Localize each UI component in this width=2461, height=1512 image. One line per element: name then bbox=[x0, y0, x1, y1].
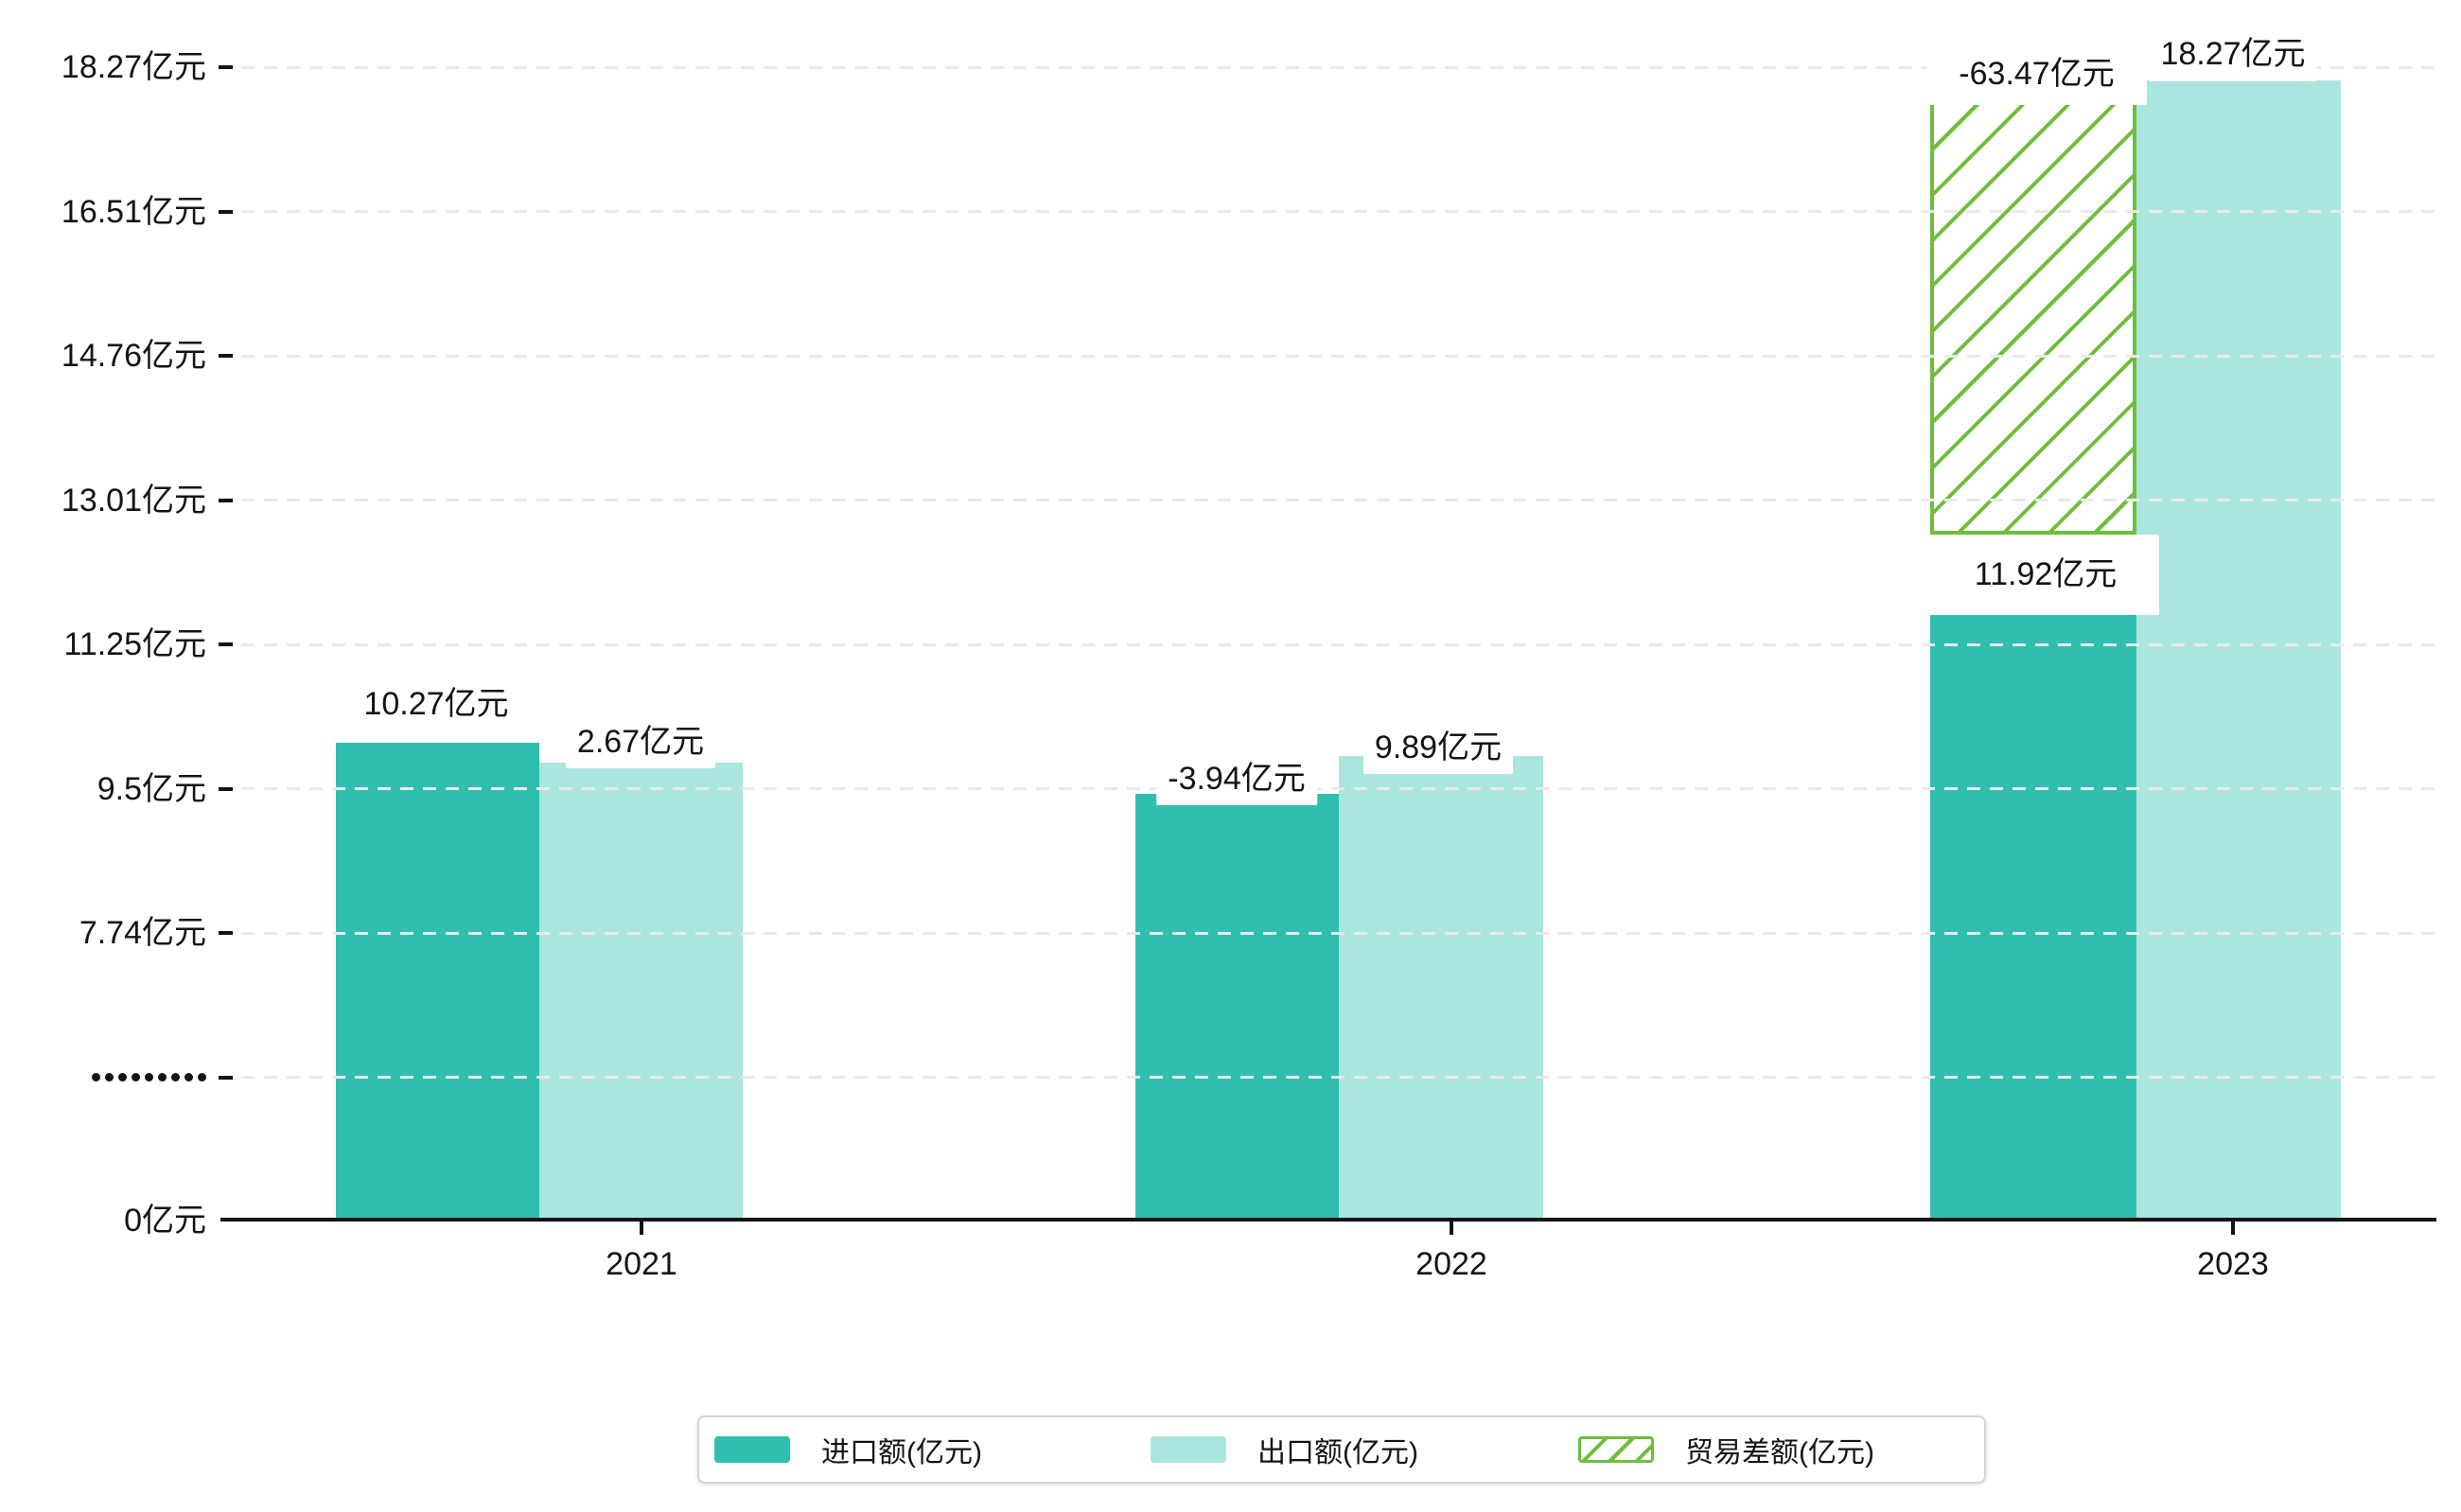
bar-balance[interactable] bbox=[1930, 105, 2136, 535]
gridline bbox=[241, 65, 2436, 69]
axis-break-dot bbox=[198, 1073, 206, 1081]
gridline bbox=[241, 210, 2436, 213]
bar-export[interactable] bbox=[2136, 80, 2341, 1222]
axis-break-dot bbox=[158, 1073, 167, 1081]
y-axis-tick bbox=[219, 498, 233, 502]
bar-export[interactable] bbox=[539, 763, 743, 1222]
balance-hatched-swatch-icon bbox=[1578, 1436, 1654, 1463]
value-label: 11.92亿元 bbox=[1932, 535, 2159, 615]
legend-item-import[interactable]: 进口额(亿元) bbox=[714, 1417, 982, 1482]
axis-break-dot bbox=[171, 1073, 180, 1081]
axis-break-dot bbox=[132, 1073, 140, 1081]
value-label: -3.94亿元 bbox=[1156, 752, 1317, 805]
gridline bbox=[241, 642, 2436, 646]
gridline bbox=[241, 787, 2436, 790]
gridline bbox=[241, 354, 2436, 358]
gridline bbox=[241, 499, 2436, 501]
y-axis-tick bbox=[219, 65, 233, 69]
bar-import[interactable] bbox=[1930, 615, 2136, 1222]
value-label: 9.89亿元 bbox=[1362, 721, 1514, 774]
y-axis-tick bbox=[219, 642, 233, 646]
axis-break-dots bbox=[0, 1057, 206, 1099]
value-label: 2.67亿元 bbox=[565, 715, 716, 768]
y-axis-label: 13.01亿元 bbox=[61, 482, 206, 519]
legend-item-balance[interactable]: 贸易差额(亿元) bbox=[1578, 1417, 1874, 1482]
x-axis-tick bbox=[640, 1222, 643, 1235]
bar-export[interactable] bbox=[1339, 756, 1543, 1222]
y-axis-label: 9.5亿元 bbox=[97, 770, 206, 807]
y-axis-label: 7.74亿元 bbox=[79, 915, 206, 951]
axis-break-dot bbox=[105, 1073, 114, 1081]
y-axis-tick bbox=[219, 931, 233, 935]
y-axis-tick bbox=[219, 209, 233, 214]
gridline bbox=[241, 931, 2436, 935]
y-axis-tick bbox=[219, 1075, 233, 1080]
legend-label-import: 进口额(亿元) bbox=[821, 1437, 982, 1468]
legend-item-export[interactable]: 出口额(亿元) bbox=[1151, 1417, 1418, 1482]
x-axis-line bbox=[220, 1218, 2436, 1222]
y-axis-tick bbox=[219, 786, 233, 791]
x-axis-tick bbox=[2231, 1222, 2235, 1235]
x-axis-label: 2023 bbox=[2197, 1246, 2269, 1282]
value-label: -63.47亿元 bbox=[1926, 43, 2147, 105]
y-axis-label: 18.27亿元 bbox=[61, 49, 206, 85]
axis-break-dot bbox=[92, 1073, 100, 1081]
y-axis-label: 16.51亿元 bbox=[61, 193, 206, 230]
x-axis-tick bbox=[1450, 1222, 1453, 1235]
export-swatch-icon bbox=[1151, 1436, 1226, 1463]
y-axis-label: 0亿元 bbox=[124, 1203, 206, 1239]
axis-break-dot bbox=[118, 1073, 127, 1081]
y-axis-label: 14.76亿元 bbox=[61, 338, 206, 374]
axis-break-dot bbox=[185, 1073, 193, 1081]
legend-label-balance: 贸易差额(亿元) bbox=[1685, 1437, 1874, 1468]
axis-break-dot bbox=[145, 1073, 153, 1081]
value-label: 18.27亿元 bbox=[2149, 26, 2317, 81]
import-swatch-icon bbox=[714, 1436, 790, 1463]
x-axis-label: 2022 bbox=[1415, 1246, 1487, 1282]
legend-box: 进口额(亿元) 出口额(亿元) 贸易差额(亿元) bbox=[697, 1415, 1986, 1484]
legend-label-export: 出口额(亿元) bbox=[1257, 1437, 1418, 1468]
x-axis-label: 2021 bbox=[606, 1246, 677, 1282]
y-axis-label: 11.25亿元 bbox=[63, 626, 206, 662]
bar-import[interactable] bbox=[1135, 794, 1339, 1222]
y-axis-tick bbox=[219, 354, 233, 358]
bar-import[interactable] bbox=[336, 743, 539, 1222]
value-label: 10.27亿元 bbox=[352, 677, 520, 730]
gridline bbox=[241, 1076, 2436, 1079]
